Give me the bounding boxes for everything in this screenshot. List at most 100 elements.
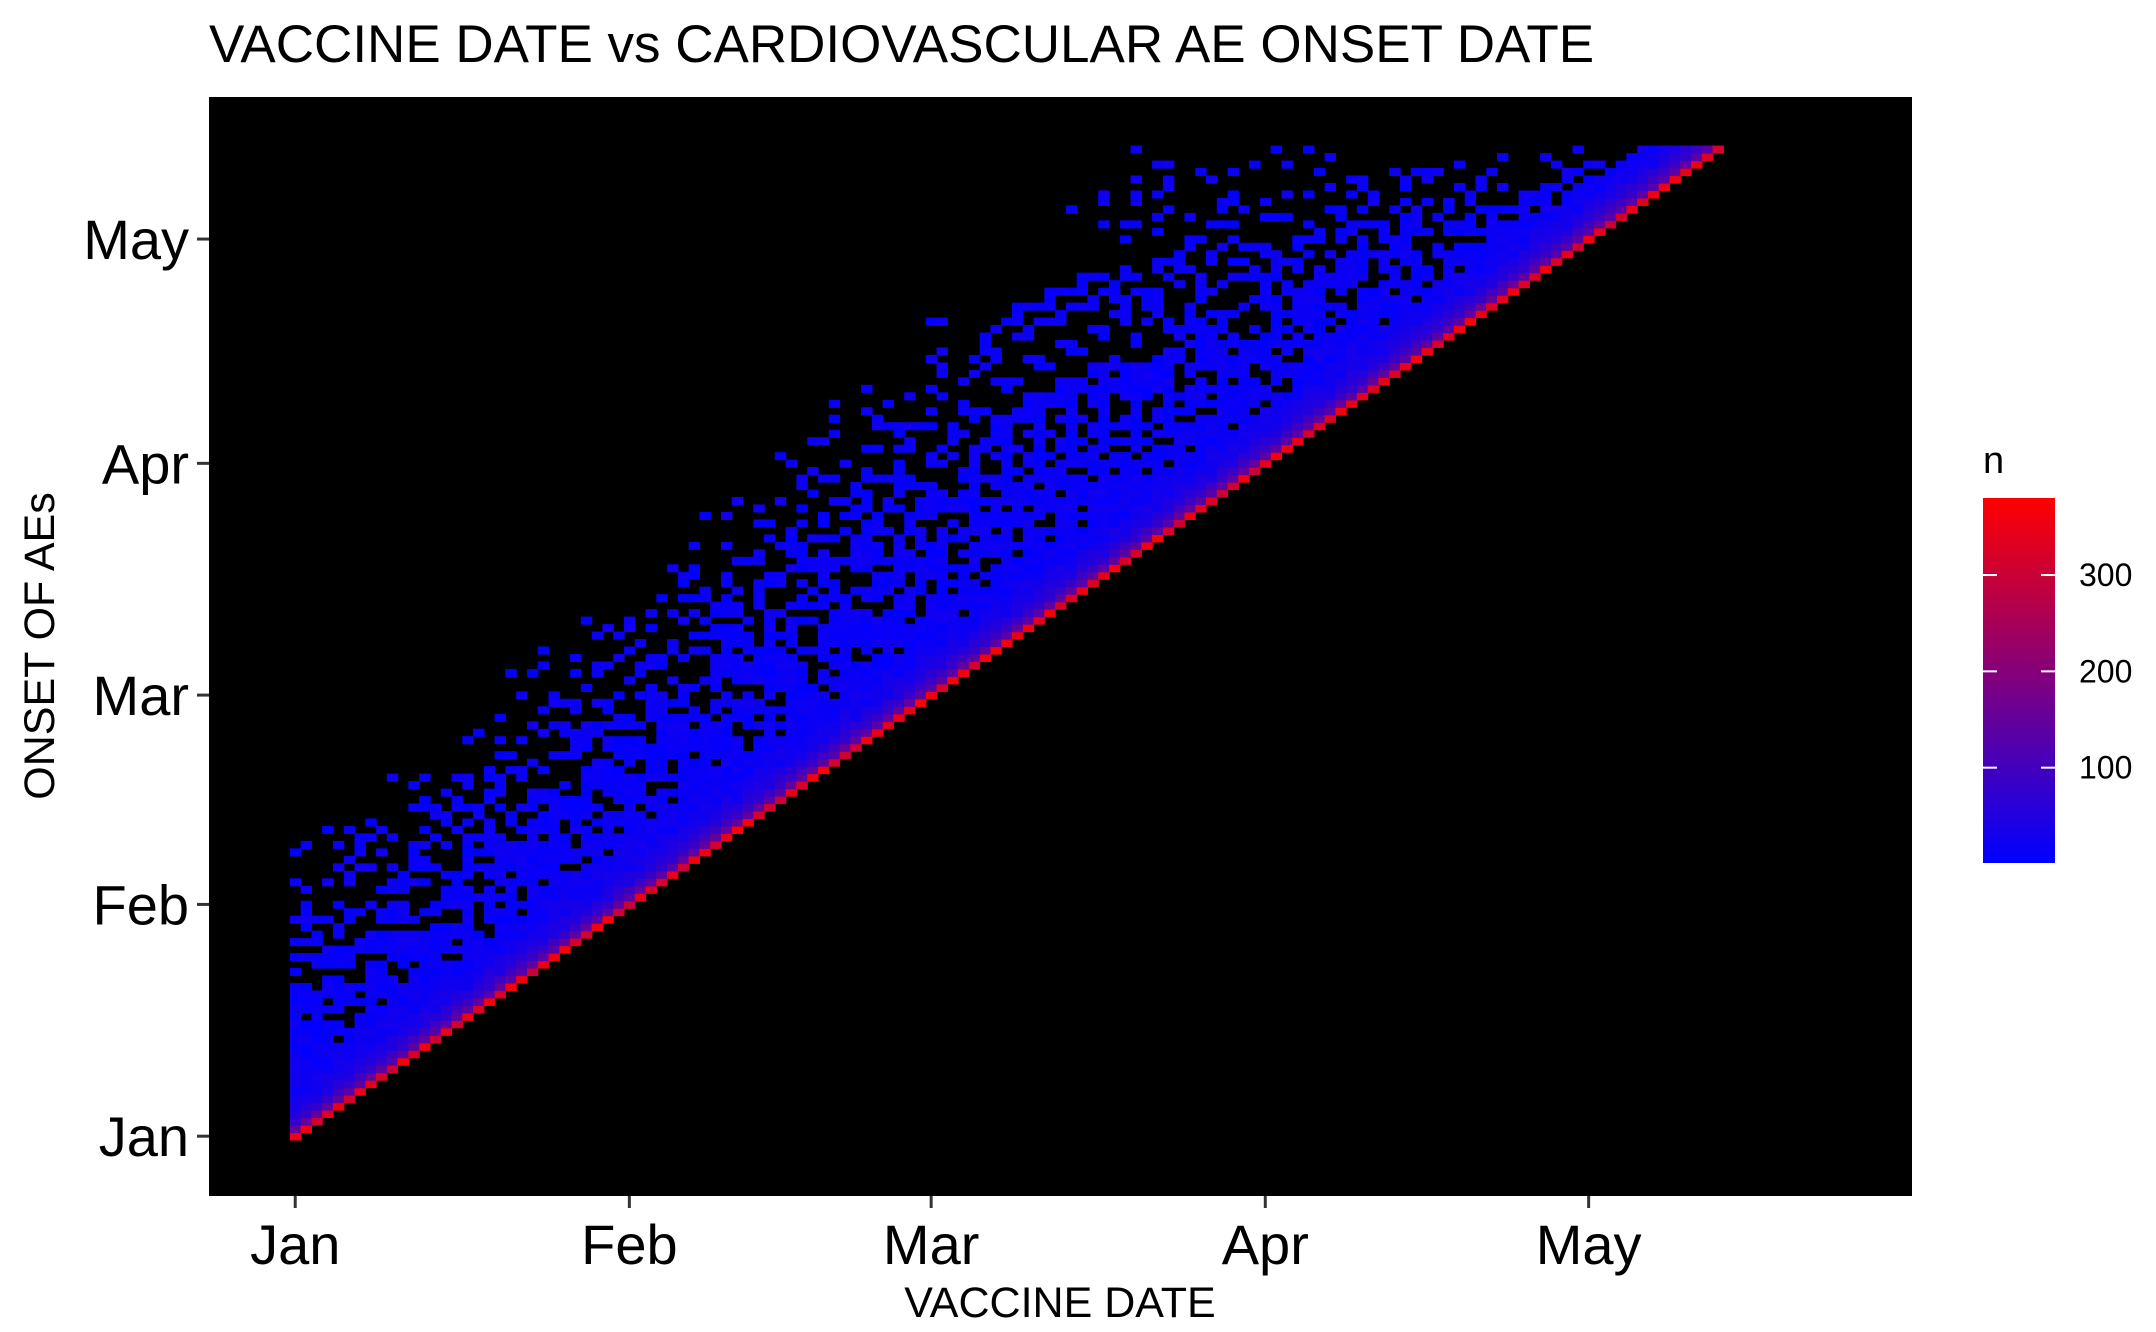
heatmap-cell: [1141, 369, 1153, 378]
heatmap-cell: [807, 751, 819, 760]
heatmap-cell: [397, 1020, 409, 1029]
heatmap-cell: [764, 713, 776, 722]
heatmap-cell: [828, 706, 841, 715]
heatmap-cell: [1033, 616, 1045, 625]
heatmap-cell: [1152, 227, 1164, 236]
heatmap-cell: [1550, 227, 1563, 236]
heatmap-cell: [559, 885, 571, 894]
heatmap-cell: [1152, 496, 1164, 506]
heatmap-cell: [1303, 287, 1315, 296]
heatmap-cell: [1022, 564, 1035, 573]
heatmap-cell: [861, 474, 873, 483]
heatmap-cell: [386, 1012, 399, 1021]
heatmap-cell: [785, 736, 798, 745]
heatmap-cell: [591, 631, 604, 640]
heatmap-cell: [1195, 414, 1207, 423]
heatmap-cell: [1162, 325, 1175, 334]
heatmap-cell: [580, 840, 593, 849]
heatmap-cell: [1464, 295, 1477, 304]
heatmap-cell: [526, 900, 539, 909]
heatmap-cell: [526, 721, 539, 730]
heatmap-cell: [1550, 205, 1563, 214]
y-tick-label: Feb: [93, 873, 190, 936]
heatmap-cell: [667, 743, 679, 752]
heatmap-cell: [483, 975, 496, 984]
heatmap-cell: [1475, 182, 1487, 192]
heatmap-cell: [1421, 227, 1433, 236]
heatmap-cell: [1130, 384, 1142, 393]
x-tick-label: Mar: [883, 1213, 979, 1276]
heatmap-cell: [904, 474, 916, 483]
heatmap-cell: [634, 788, 647, 797]
heatmap-cell: [451, 1020, 463, 1029]
heatmap-cell: [440, 788, 453, 797]
heatmap-cell: [1561, 250, 1574, 259]
heatmap-cell: [1281, 392, 1293, 401]
heatmap-cell: [580, 878, 593, 887]
heatmap-cell: [1400, 182, 1412, 192]
heatmap-cell: [1022, 541, 1035, 550]
heatmap-cell: [925, 616, 938, 625]
heatmap-cell: [710, 721, 722, 730]
heatmap-cell: [990, 616, 1002, 625]
heatmap-cell: [828, 676, 841, 685]
heatmap-cell: [1270, 444, 1283, 453]
heatmap-cell: [365, 1065, 377, 1074]
heatmap-cell: [1421, 332, 1433, 341]
heatmap-cell: [462, 997, 474, 1006]
heatmap-cell: [1130, 392, 1142, 401]
heatmap-cell: [839, 706, 851, 715]
heatmap-cell: [839, 713, 851, 722]
heatmap-cell: [839, 751, 851, 760]
heatmap-cell: [947, 676, 959, 685]
heatmap-cell: [559, 803, 571, 812]
heatmap-cell: [1141, 377, 1153, 386]
heatmap-cell: [1389, 332, 1401, 341]
heatmap-cell: [882, 624, 895, 633]
heatmap-cell: [1313, 332, 1326, 341]
heatmap-cell: [871, 422, 884, 431]
heatmap-cell: [764, 691, 776, 700]
heatmap-cell: [505, 766, 517, 775]
heatmap-cell: [1400, 242, 1412, 251]
heatmap-cell: [979, 653, 992, 663]
heatmap-cell: [828, 579, 841, 588]
heatmap-cell: [526, 908, 539, 917]
heatmap-cell: [1098, 287, 1110, 296]
heatmap-cell: [634, 810, 647, 820]
heatmap-cell: [667, 810, 679, 820]
heatmap-cell: [1464, 242, 1477, 251]
heatmap-cell: [1583, 190, 1595, 199]
heatmap-cell: [408, 1020, 420, 1029]
heatmap-cell: [570, 855, 582, 864]
heatmap-cell: [990, 579, 1002, 588]
heatmap-cell: [925, 407, 938, 416]
heatmap-cell: [376, 975, 388, 984]
heatmap-cell: [1572, 182, 1584, 192]
heatmap-cell: [580, 900, 593, 909]
heatmap-cell: [785, 601, 798, 610]
heatmap-cell: [1206, 444, 1218, 453]
heatmap-cell: [311, 930, 323, 939]
heatmap-cell: [645, 691, 657, 700]
heatmap-cell: [1507, 220, 1520, 229]
heatmap-cell: [1206, 257, 1218, 266]
heatmap-cell: [1195, 459, 1207, 468]
heatmap-cell: [591, 878, 604, 887]
heatmap-cell: [1432, 310, 1444, 319]
heatmap-cell: [462, 930, 474, 939]
heatmap-cell: [1540, 190, 1552, 199]
heatmap-cell: [1475, 280, 1487, 289]
heatmap-cell: [322, 1080, 334, 1089]
heatmap-cell: [440, 893, 453, 902]
heatmap-cell: [559, 945, 571, 954]
heatmap-cell: [1087, 496, 1099, 506]
heatmap-cell: [720, 721, 733, 730]
heatmap-cell: [925, 661, 938, 670]
heatmap-cell: [1109, 280, 1121, 289]
heatmap-cell: [1378, 295, 1390, 304]
heatmap-cell: [494, 788, 507, 797]
heatmap-cell: [354, 1027, 366, 1036]
heatmap-cell: [429, 833, 442, 842]
heatmap-cell: [1497, 220, 1509, 229]
